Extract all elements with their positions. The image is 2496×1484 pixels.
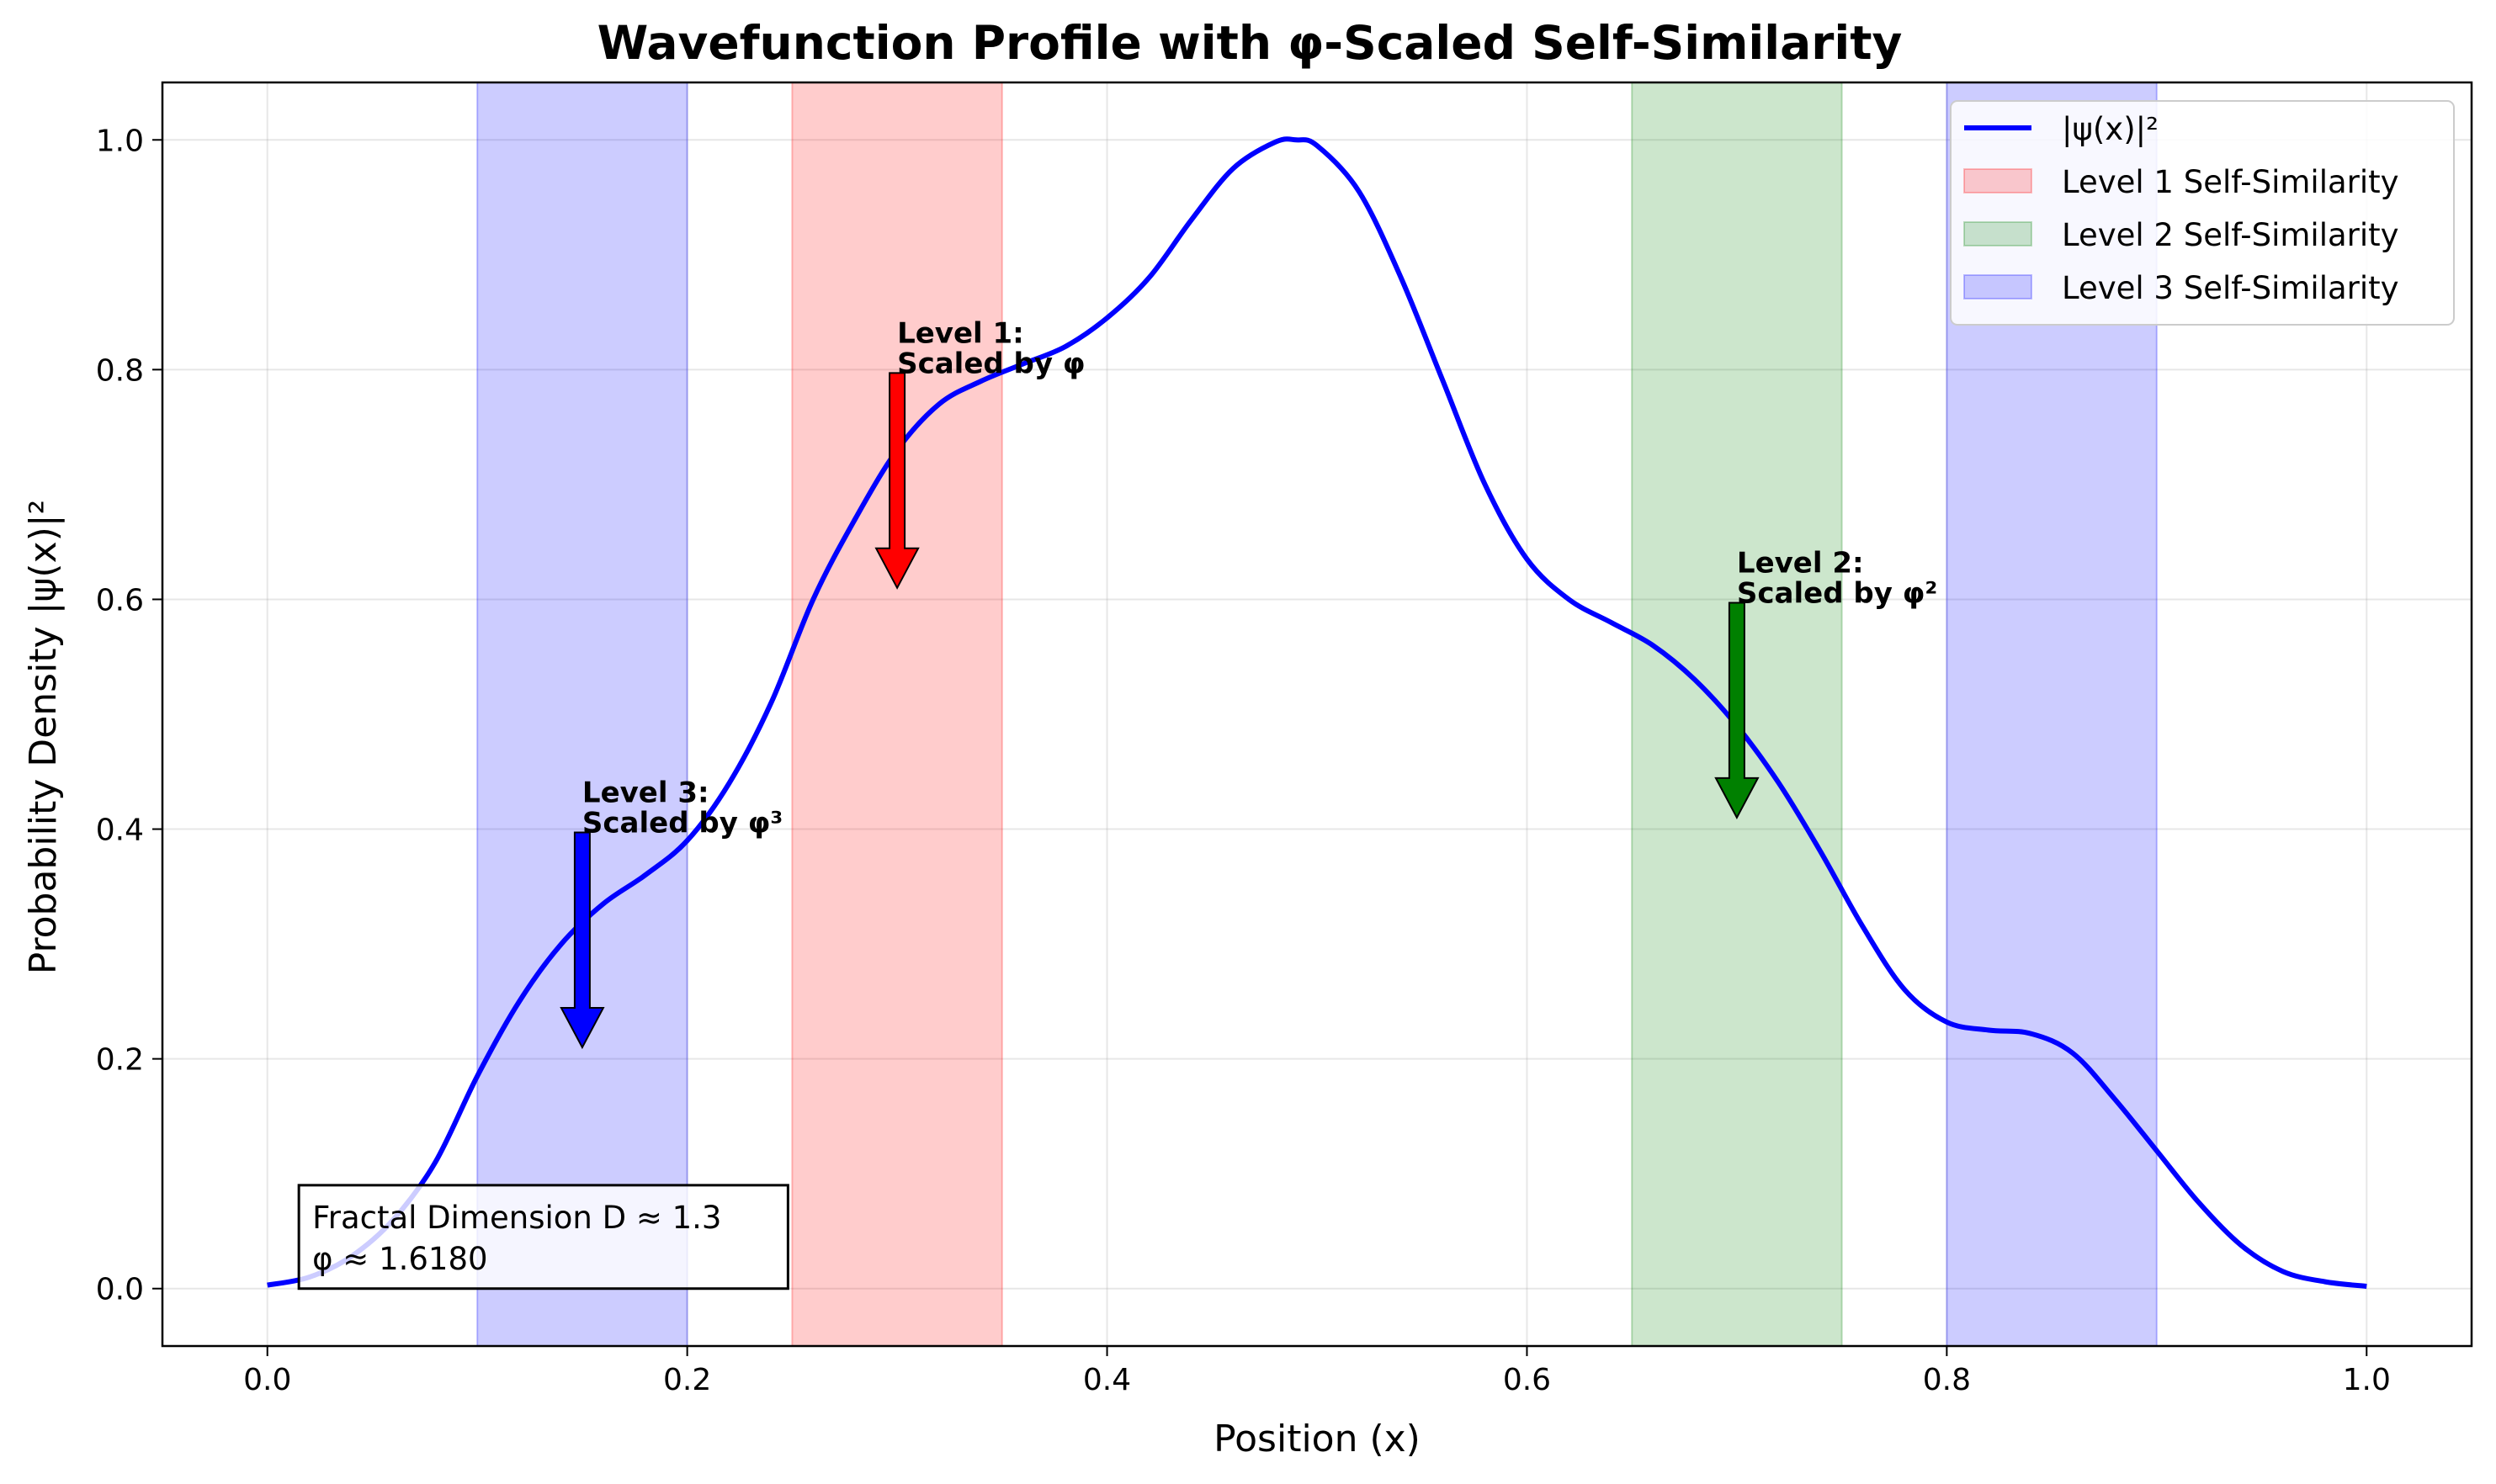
info-box-phi-value: φ ≈ 1.6180: [312, 1241, 487, 1277]
x-tick-label: 1.0: [2343, 1363, 2391, 1397]
band-1: [791, 82, 1003, 1347]
annotation-arrow-level-2: [1714, 602, 1760, 820]
annotation-subtitle-level-1: Scaled by φ: [897, 347, 1085, 380]
plot-area: Level 1:Scaled by φ Level 2:Scaled by φ² L…: [96, 81, 2473, 1397]
legend-swatch-patch: [1963, 168, 2032, 193]
annotation-title-level-1: Level 1:: [897, 316, 1024, 350]
y-axis-label: Probability Density |ψ(x)|²: [22, 500, 65, 975]
x-tick-label: 0.4: [1083, 1363, 1131, 1397]
legend-box: [1950, 100, 2455, 326]
y-tick-label: 1.0: [96, 124, 144, 158]
series-line-psi: [267, 136, 2367, 1289]
legend-label: Level 1 Self-Similarity: [2062, 164, 2399, 200]
annotation-title-level-2: Level 2:: [1737, 546, 1864, 580]
legend-swatch-patch: [1963, 274, 2032, 299]
axes-frame: [161, 81, 2473, 1348]
y-tick-label: 0.4: [96, 814, 144, 848]
x-tick-label: 0.8: [1923, 1363, 1971, 1397]
y-tick-label: 0.0: [96, 1273, 144, 1307]
annotation-arrow-level-3: [560, 831, 605, 1050]
legend-label: Level 3 Self-Similarity: [2062, 270, 2399, 306]
chart-title: Wavefunction Profile with φ-Scaled Self-…: [597, 16, 1903, 70]
x-axis-label: Position (x): [1213, 1418, 1421, 1460]
legend-label: Level 2 Self-Similarity: [2062, 217, 2399, 253]
y-tick-label: 0.6: [96, 583, 144, 617]
legend-swatch-patch: [1963, 221, 2032, 246]
annotation-subtitle-level-2: Scaled by φ²: [1737, 576, 1937, 610]
annotation-arrow-level-1: [874, 372, 920, 590]
y-tick-label: 0.8: [96, 353, 144, 388]
y-tick-label: 0.2: [96, 1043, 144, 1078]
annotation-subtitle-level-3: Scaled by φ³: [582, 807, 783, 840]
x-tick-label: 0.6: [1503, 1363, 1551, 1397]
x-tick-label: 0.0: [243, 1363, 291, 1397]
info-box-fractal-dimension: Fractal Dimension D ≈ 1.3: [312, 1200, 721, 1236]
x-tick-label: 0.2: [663, 1363, 711, 1397]
info-box: [297, 1184, 789, 1291]
legend-label: |ψ(x)|²: [2062, 111, 2159, 147]
annotation-title-level-3: Level 3:: [582, 776, 709, 810]
band-3: [476, 82, 688, 1347]
